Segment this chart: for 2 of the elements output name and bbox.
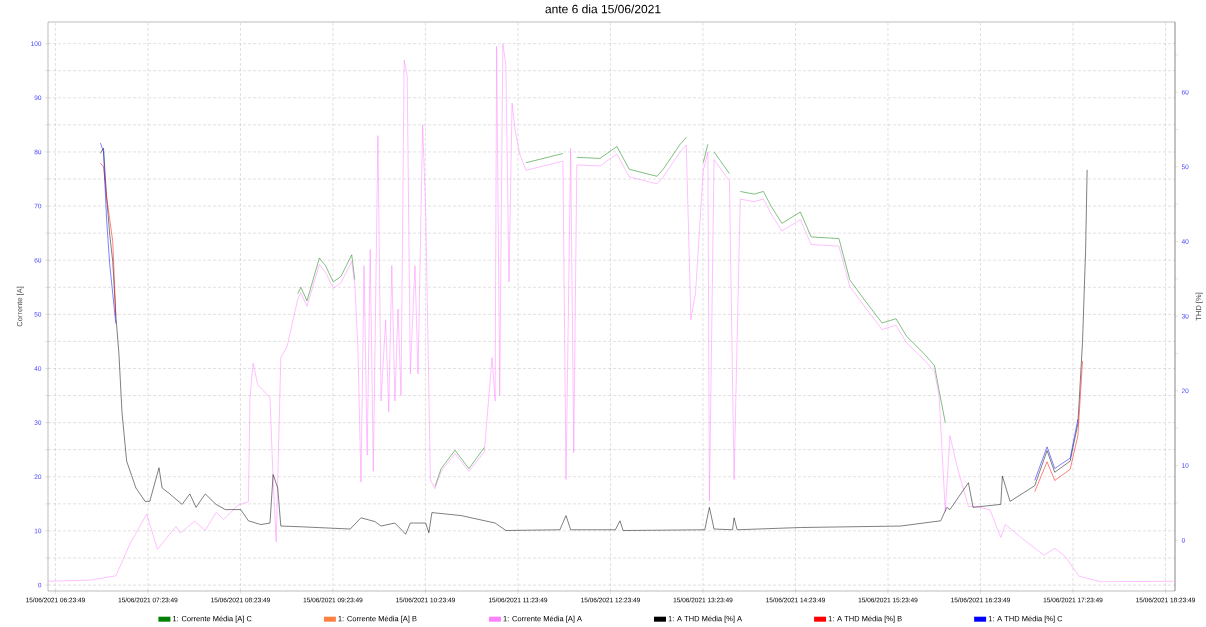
line-series — [100, 148, 1088, 535]
chart-title: ante 6 dia 15/06/2021 — [545, 4, 661, 14]
